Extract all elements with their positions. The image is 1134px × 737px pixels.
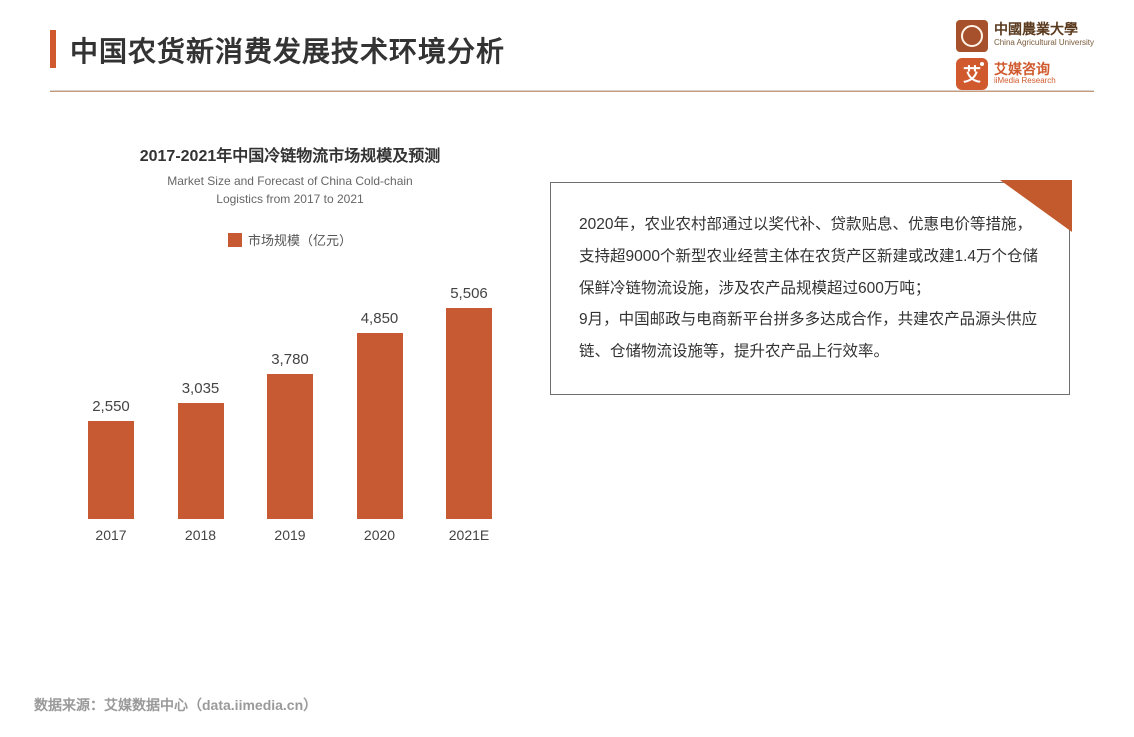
bar <box>446 308 492 519</box>
bar-col: 3,780 <box>259 351 321 519</box>
x-axis-label: 2017 <box>80 527 142 543</box>
bar-col: 4,850 <box>349 310 411 519</box>
bar-value-label: 3,035 <box>182 380 220 397</box>
university-name-cn: 中國農業大學 <box>994 24 1094 39</box>
page-title: 中国农货新消费发展技术环境分析 <box>70 30 505 70</box>
bars-area: 2,550 3,035 3,780 4,850 5,506 <box>70 259 510 519</box>
iimedia-name-cn: 艾媒咨询 <box>994 62 1056 77</box>
chart-title-en-line2: Logistics from 2017 to 2021 <box>216 192 363 206</box>
panel-corner-triangle <box>1000 180 1072 232</box>
bar <box>88 421 134 519</box>
panel-body-text: 2020年，农业农村部通过以奖代补、贷款贴息、优惠电价等措施，支持超9000个新… <box>550 182 1070 395</box>
x-axis-label: 2021E <box>438 527 500 543</box>
data-source: 数据来源：艾媒数据中心（data.iimedia.cn） <box>34 695 317 715</box>
chart-legend: 市场规模（亿元） <box>70 230 510 249</box>
iimedia-logo: 艾 艾媒咨询 iiMedia Research <box>956 58 1094 90</box>
iimedia-logo-icon: 艾 <box>956 58 988 90</box>
university-logo-icon <box>956 20 988 52</box>
bar-value-label: 4,850 <box>361 310 399 327</box>
title-accent <box>50 30 56 68</box>
university-logo: 中國農業大學 China Agricultural University <box>956 20 1094 52</box>
x-axis-label: 2018 <box>170 527 232 543</box>
header: 中国农货新消费发展技术环境分析 中國農業大學 China Agricultura… <box>0 0 1134 70</box>
bar-chart: 2017-2021年中国冷链物流市场规模及预测 Market Size and … <box>70 142 510 543</box>
bar-value-label: 2,550 <box>92 398 130 415</box>
legend-swatch <box>228 233 242 247</box>
iimedia-name-en: iiMedia Research <box>994 77 1056 85</box>
university-name-en: China Agricultural University <box>994 39 1094 47</box>
text-panel: 2020年，农业农村部通过以奖代补、贷款贴息、优惠电价等措施，支持超9000个新… <box>550 182 1070 543</box>
bar <box>178 403 224 519</box>
bar <box>357 333 403 519</box>
bar-value-label: 5,506 <box>450 285 488 302</box>
chart-title-en: Market Size and Forecast of China Cold-c… <box>70 172 510 208</box>
x-axis: 2017 2018 2019 2020 2021E <box>70 519 510 543</box>
bar-col: 2,550 <box>80 398 142 519</box>
bar-col: 5,506 <box>438 285 500 519</box>
bar-col: 3,035 <box>170 380 232 519</box>
legend-label: 市场规模（亿元） <box>248 230 352 249</box>
bar-value-label: 3,780 <box>271 351 309 368</box>
x-axis-label: 2020 <box>349 527 411 543</box>
bar <box>267 374 313 519</box>
logos: 中國農業大學 China Agricultural University 艾 艾… <box>956 20 1094 90</box>
x-axis-label: 2019 <box>259 527 321 543</box>
chart-title-en-line1: Market Size and Forecast of China Cold-c… <box>167 174 412 188</box>
chart-title-cn: 2017-2021年中国冷链物流市场规模及预测 <box>70 142 510 166</box>
content: 2017-2021年中国冷链物流市场规模及预测 Market Size and … <box>0 92 1134 543</box>
